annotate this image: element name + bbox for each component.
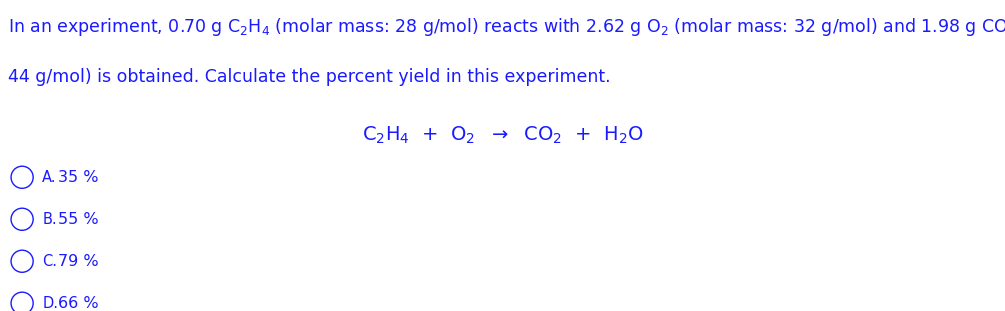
Text: A.: A. [42,170,56,185]
Text: C$_2$H$_4$  +  O$_2$  $\rightarrow$  CO$_2$  +  H$_2$O: C$_2$H$_4$ + O$_2$ $\rightarrow$ CO$_2$ … [362,124,643,146]
Text: B.: B. [42,212,57,227]
Text: 79 %: 79 % [58,254,98,269]
Text: C.: C. [42,254,57,269]
Text: 66 %: 66 % [58,296,98,311]
Text: 55 %: 55 % [58,212,98,227]
Text: 44 g/mol) is obtained. Calculate the percent yield in this experiment.: 44 g/mol) is obtained. Calculate the per… [8,68,611,86]
Text: 35 %: 35 % [58,170,98,185]
Text: D.: D. [42,296,58,311]
Text: In an experiment, 0.70 g C$_2$H$_4$ (molar mass: 28 g/mol) reacts with 2.62 g O$: In an experiment, 0.70 g C$_2$H$_4$ (mol… [8,16,1005,38]
